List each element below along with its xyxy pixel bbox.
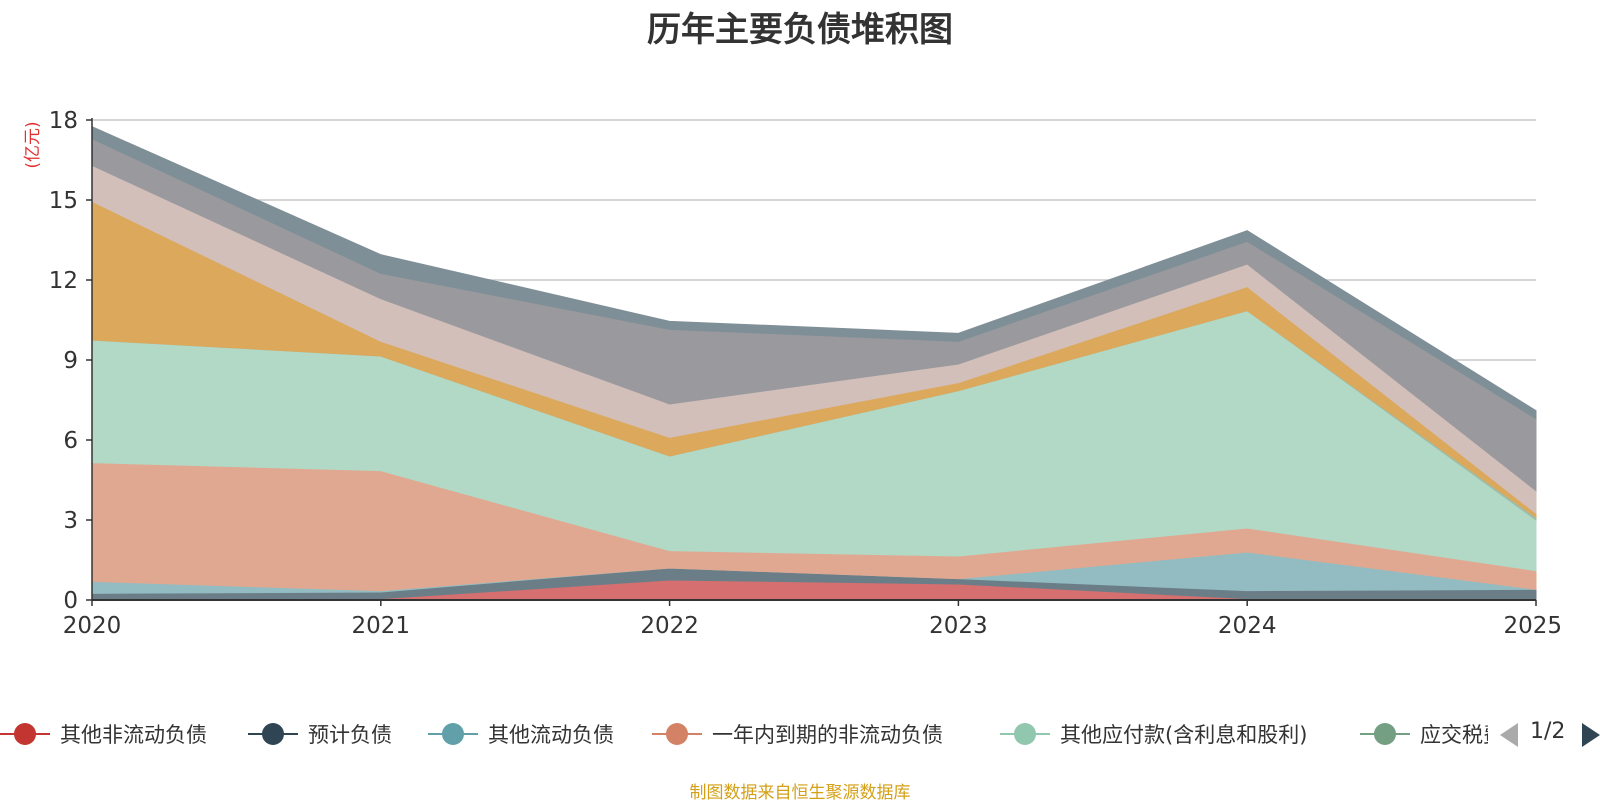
y-axis-unit-label: (亿元) [23, 121, 43, 168]
legend-marker-icon [428, 716, 478, 752]
legend-item[interactable]: 预计负债 [248, 716, 392, 752]
legend-label: 应交税费 [1420, 723, 1488, 747]
y-tick-label: 6 [63, 428, 78, 454]
legend-item[interactable]: 其他非流动负债 [0, 716, 207, 752]
y-tick-label: 3 [63, 508, 78, 534]
legend-marker-icon [652, 716, 702, 752]
legend-item[interactable]: 应交税费 [1360, 716, 1488, 752]
legend: 其他非流动负债 预计负债 其他流动负债 一年内到期的非流动负债 其他应付款(含利息和股利… [0, 716, 1600, 752]
axes: 0 3 6 9 12 15 18 2020 2021 2022 2023 2024 2025 [49, 108, 1562, 639]
y-tick-label: 0 [63, 588, 78, 614]
legend-marker-icon [0, 716, 50, 752]
legend-marker-icon [1360, 716, 1410, 752]
y-tick-label: 12 [49, 268, 78, 294]
x-tick-label: 2020 [63, 613, 122, 639]
legend-prev-page-button[interactable] [1500, 723, 1518, 747]
legend-marker-icon [1000, 716, 1050, 752]
x-tick-label: 2023 [929, 613, 988, 639]
x-tick-label: 2025 [1503, 613, 1562, 639]
x-tick-label: 2021 [352, 613, 411, 639]
chart-title: 历年主要负债堆积图 [647, 10, 953, 50]
legend-item[interactable]: 其他流动负债 [428, 716, 614, 752]
legend-page-indicator: 1/2 [1530, 719, 1566, 744]
legend-item[interactable]: 其他应付款(含利息和股利) [1000, 716, 1307, 752]
source-note: 制图数据来自恒生聚源数据库 [689, 783, 911, 803]
legend-item[interactable]: 一年内到期的非流动负债 [652, 716, 943, 752]
chart-plot: 0 3 6 9 12 15 18 2020 2021 2022 2023 2024 2025 (亿元) [23, 108, 1562, 639]
area-series-9 [91, 125, 1537, 420]
legend-label: 其他应付款(含利息和股利) [1060, 723, 1308, 747]
legend-marker-icon [248, 716, 298, 752]
x-tick-label: 2024 [1218, 613, 1277, 639]
area-series [91, 125, 1537, 601]
legend-items: 其他非流动负债 预计负债 其他流动负债 一年内到期的非流动负债 其他应付款(含利息和股利… [0, 716, 1488, 752]
legend-next-page-button[interactable] [1582, 723, 1600, 747]
x-tick-label: 2022 [640, 613, 699, 639]
legend-label: 其他流动负债 [488, 723, 614, 747]
y-tick-label: 15 [49, 188, 78, 214]
y-tick-label: 9 [63, 348, 78, 374]
legend-label: 其他非流动负债 [60, 723, 207, 747]
y-tick-label: 18 [49, 108, 78, 134]
legend-label: 预计负债 [308, 723, 392, 747]
legend-label: 一年内到期的非流动负债 [712, 723, 943, 747]
